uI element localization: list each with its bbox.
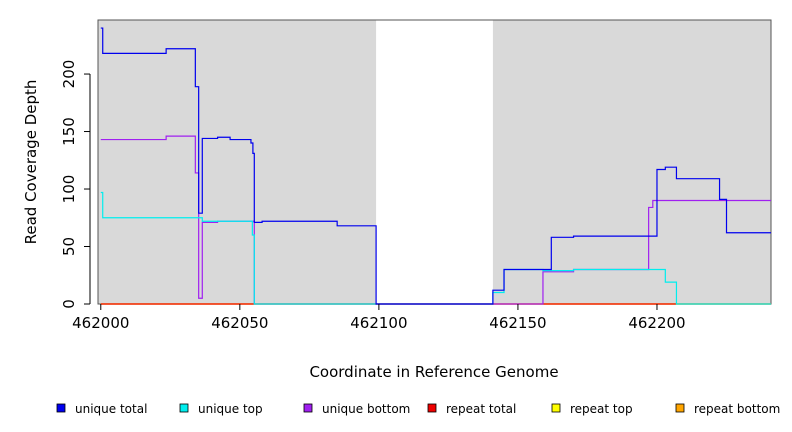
legend-item-repeat-top: repeat top <box>551 402 633 416</box>
y-tick-label: 0 <box>60 299 78 309</box>
legend-item-unique-top: unique top <box>179 402 263 416</box>
x-tick-label: 462050 <box>211 314 268 332</box>
legend-swatch <box>56 403 66 413</box>
shaded-region-0 <box>98 20 377 304</box>
legend-item-repeat-bottom: repeat bottom <box>675 402 780 416</box>
legend-swatch <box>303 403 313 413</box>
y-tick-label: 200 <box>60 60 78 89</box>
legend-swatch <box>551 403 561 413</box>
legend-label: repeat total <box>446 402 516 416</box>
series-layer <box>100 27 771 305</box>
y-tick-label: 50 <box>60 237 78 256</box>
y-axis-label: Read Coverage Depth <box>22 80 40 245</box>
legend-label: repeat bottom <box>694 402 780 416</box>
legend: unique total unique top unique bottom repea… <box>56 402 780 416</box>
legend-swatch <box>179 403 189 413</box>
y-axis: 0 50 100 150 200 <box>60 60 91 309</box>
axes: 462000 462050 462100 462150 462200 0 50 100 150… <box>60 60 686 332</box>
plot-background-shading <box>98 20 771 304</box>
x-axis: 462000 462050 462100 462150 462200 <box>72 304 686 332</box>
x-axis-label: Coordinate in Reference Genome <box>309 363 558 381</box>
legend-swatch <box>675 403 685 413</box>
y-tick-label: 150 <box>60 117 78 146</box>
shaded-region-1 <box>492 20 771 304</box>
legend-label: unique total <box>75 402 147 416</box>
legend-label: repeat top <box>570 402 633 416</box>
legend-item-unique-total: unique total <box>56 402 147 416</box>
x-tick-label: 462100 <box>350 314 407 332</box>
x-tick-label: 462150 <box>489 314 546 332</box>
y-tick-label: 100 <box>60 175 78 204</box>
legend-label: unique bottom <box>322 402 410 416</box>
legend-label: unique top <box>198 402 263 416</box>
legend-swatch <box>427 403 437 413</box>
x-tick-label: 462000 <box>72 314 129 332</box>
x-tick-label: 462200 <box>628 314 685 332</box>
series-unique-total <box>100 27 771 305</box>
legend-item-unique-bottom: unique bottom <box>303 402 410 416</box>
legend-item-repeat-total: repeat total <box>427 402 516 416</box>
